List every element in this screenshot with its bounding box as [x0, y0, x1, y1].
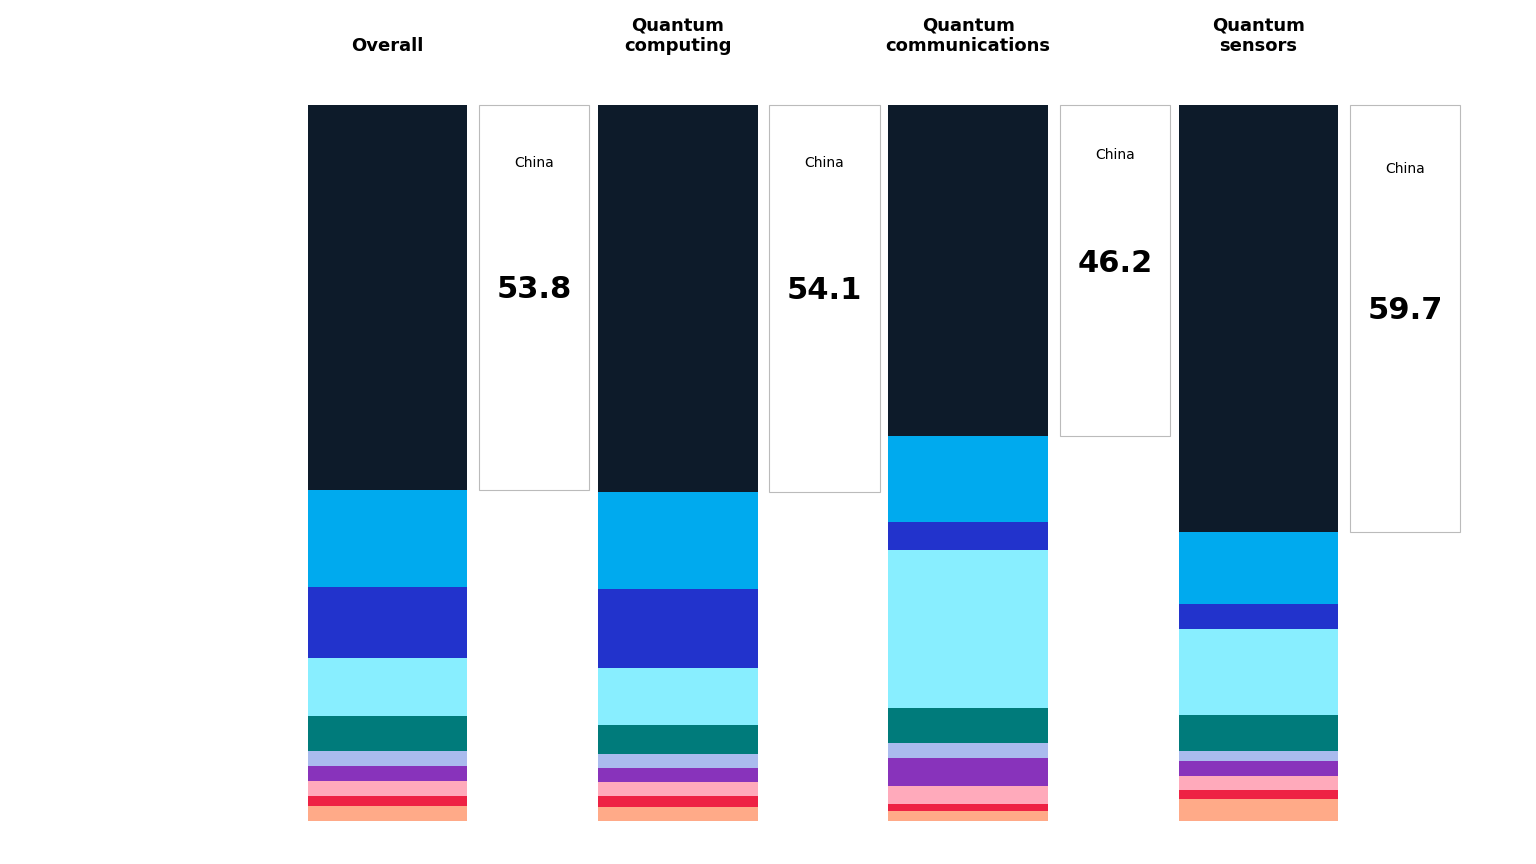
Bar: [598, 797, 757, 807]
Bar: [1178, 776, 1338, 790]
Text: Quantum
computing: Quantum computing: [624, 16, 731, 54]
Text: China: China: [1385, 162, 1425, 176]
Bar: [1178, 790, 1338, 799]
Bar: [1178, 629, 1338, 715]
Text: Quantum
communications: Quantum communications: [886, 16, 1051, 54]
Bar: [598, 753, 757, 768]
FancyBboxPatch shape: [1060, 105, 1170, 435]
Bar: [307, 715, 467, 752]
Bar: [1178, 604, 1338, 629]
Bar: [888, 708, 1048, 744]
Bar: [598, 807, 757, 821]
Bar: [598, 668, 757, 725]
Bar: [1178, 751, 1338, 761]
Text: 54.1: 54.1: [786, 276, 862, 305]
Bar: [598, 782, 757, 797]
Bar: [888, 522, 1048, 550]
Text: China: China: [805, 156, 845, 170]
Text: 53.8: 53.8: [496, 276, 571, 304]
Bar: [307, 490, 467, 587]
Bar: [598, 768, 757, 782]
Bar: [1178, 761, 1338, 776]
Bar: [888, 744, 1048, 758]
Bar: [307, 658, 467, 715]
Bar: [598, 725, 757, 753]
FancyBboxPatch shape: [479, 105, 590, 490]
Bar: [888, 804, 1048, 811]
Bar: [307, 587, 467, 658]
Bar: [307, 105, 467, 490]
Text: China: China: [1095, 148, 1135, 162]
Bar: [307, 752, 467, 766]
Bar: [888, 758, 1048, 786]
Bar: [1178, 532, 1338, 604]
Text: Overall: Overall: [352, 37, 424, 54]
Bar: [888, 786, 1048, 804]
Bar: [888, 811, 1048, 821]
Text: 46.2: 46.2: [1077, 249, 1152, 278]
FancyBboxPatch shape: [1350, 105, 1461, 532]
Bar: [1178, 715, 1338, 751]
Bar: [1178, 799, 1338, 821]
Text: 59.7: 59.7: [1367, 295, 1442, 325]
Bar: [307, 806, 467, 821]
Bar: [307, 781, 467, 796]
Bar: [598, 589, 757, 668]
Bar: [598, 105, 757, 492]
Bar: [888, 105, 1048, 435]
Bar: [888, 435, 1048, 522]
FancyBboxPatch shape: [770, 105, 880, 492]
Bar: [1178, 105, 1338, 532]
Bar: [307, 766, 467, 781]
Bar: [888, 550, 1048, 708]
Text: China: China: [515, 156, 554, 169]
Bar: [598, 492, 757, 589]
Text: Quantum
sensors: Quantum sensors: [1212, 16, 1306, 54]
Bar: [307, 796, 467, 806]
